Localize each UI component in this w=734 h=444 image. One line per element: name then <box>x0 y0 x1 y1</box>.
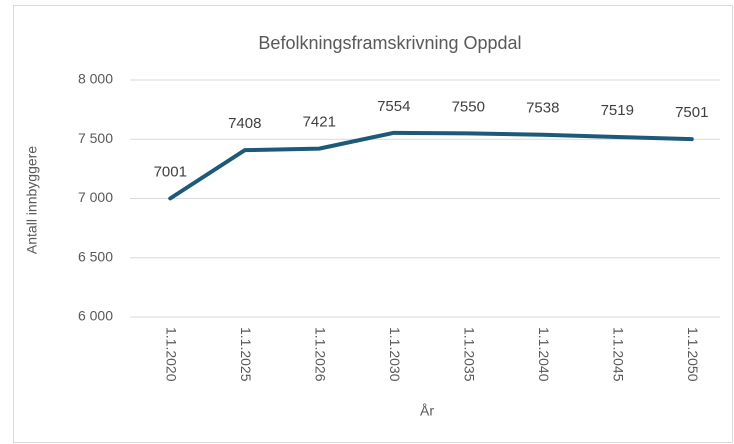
data-label: 7554 <box>377 98 410 115</box>
y-tick-label: 7 000 <box>78 189 113 205</box>
x-tick-label: 1.1.2040 <box>536 327 552 382</box>
y-tick-label: 6 000 <box>78 308 113 324</box>
x-tick-label: 1.1.2030 <box>387 327 403 382</box>
chart-frame <box>13 5 733 443</box>
data-label: 7550 <box>452 98 485 115</box>
data-label: 7001 <box>154 163 187 180</box>
data-label: 7538 <box>526 100 559 117</box>
x-tick-label: 1.1.2035 <box>462 327 478 382</box>
line <box>168 130 694 201</box>
x-tick-label: 1.1.2050 <box>685 327 701 382</box>
data-label: 7501 <box>675 104 708 121</box>
x-tick-label: 1.1.2025 <box>238 327 254 382</box>
x-tick-label: 1.1.2045 <box>611 327 627 382</box>
x-axis-title: År <box>420 403 434 419</box>
y-tick-label: 6 500 <box>78 248 113 264</box>
chart-title: Befolkningsframskrivning Oppdal <box>258 33 521 53</box>
data-label: 7519 <box>601 102 634 119</box>
data-label: 7421 <box>303 114 336 131</box>
y-axis-title: Antall innbyggere <box>24 146 40 254</box>
x-tick-label: 1.1.2020 <box>164 327 180 382</box>
data-label: 7408 <box>228 115 261 132</box>
y-tick-label: 8 000 <box>78 71 113 87</box>
x-tick-label: 1.1.2026 <box>313 327 329 382</box>
y-tick-label: 7 500 <box>78 130 113 146</box>
